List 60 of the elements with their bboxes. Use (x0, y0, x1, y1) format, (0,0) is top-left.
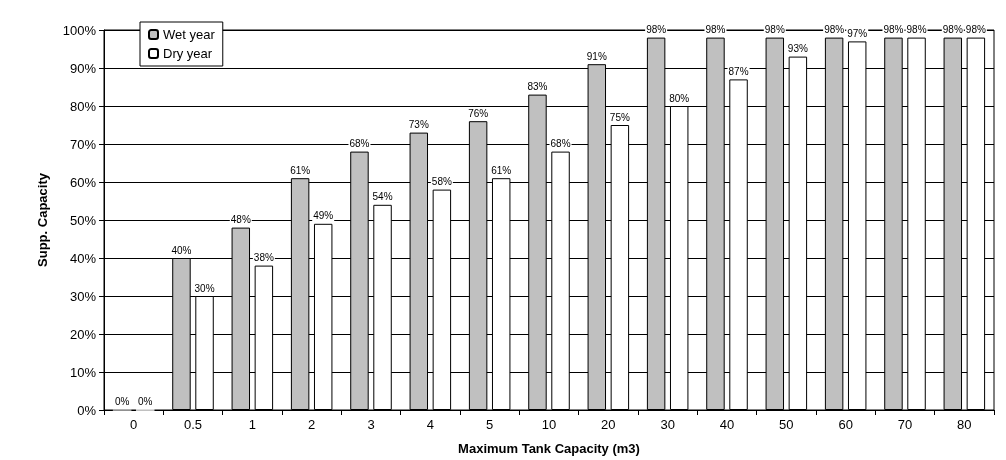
y-tick-label: 90% (69, 60, 97, 76)
data-label: 0% (137, 396, 153, 407)
data-label: 98% (965, 24, 986, 36)
data-label: 93% (787, 43, 808, 55)
data-label: 80% (669, 92, 690, 104)
y-tick-label: 100% (62, 22, 97, 38)
y-tick-label: 70% (69, 136, 97, 152)
x-tick-label: 1 (248, 417, 256, 432)
data-label: 91% (586, 50, 607, 62)
data-label: 40% (171, 244, 192, 256)
data-label: 98% (942, 24, 963, 36)
data-label: 83% (527, 81, 548, 93)
y-tick-label: 40% (69, 250, 97, 266)
x-tick-label: 80 (957, 417, 972, 432)
data-label: 49% (313, 210, 334, 222)
x-tick-label: 10 (541, 417, 557, 432)
legend-label: Dry year (163, 46, 213, 61)
x-tick-label: 20 (601, 417, 616, 432)
data-label: 54% (372, 191, 393, 203)
y-tick-label: 20% (69, 326, 97, 342)
x-tick-label: 4 (426, 417, 434, 432)
data-label: 98% (824, 24, 845, 36)
data-label: 38% (253, 252, 274, 264)
y-tick-label: 50% (69, 212, 97, 228)
data-label: 98% (883, 24, 904, 36)
legend-label: Wet year (163, 27, 216, 42)
x-tick-label: 50 (779, 417, 794, 432)
data-label: 68% (550, 138, 571, 150)
data-label: 68% (349, 138, 370, 150)
x-axis-title: Maximum Tank Capacity (m3) (458, 441, 640, 456)
data-label: 76% (468, 107, 489, 119)
y-tick-label: 0% (77, 402, 97, 418)
data-label: 98% (705, 24, 726, 36)
x-tick-label: 70 (897, 417, 913, 432)
data-label: 58% (431, 176, 452, 188)
y-tick-label: 30% (69, 288, 97, 304)
data-label: 61% (491, 164, 512, 176)
x-tick-label: 3 (367, 417, 375, 432)
y-tick-label: 10% (69, 364, 97, 380)
y-axis-title: Supp. Capacity (35, 172, 50, 267)
x-tick-label: 2 (308, 417, 316, 432)
data-label: 98% (764, 24, 785, 36)
data-label: 97% (847, 27, 868, 39)
data-label: 30% (194, 282, 215, 294)
data-label: 98% (906, 24, 927, 36)
data-label: 0% (114, 396, 130, 407)
data-label: 61% (290, 164, 311, 176)
x-tick-label: 60 (838, 417, 853, 432)
data-label: 48% (230, 214, 251, 226)
data-label: 73% (408, 119, 429, 131)
data-label: 75% (609, 111, 630, 123)
x-tick-label: 0.5 (183, 417, 203, 432)
x-tick-label: 0 (130, 417, 138, 432)
y-tick-label: 60% (69, 174, 97, 190)
data-label: 98% (646, 24, 667, 36)
x-tick-label: 30 (660, 417, 675, 432)
x-tick-label: 40 (719, 417, 735, 432)
x-tick-label: 5 (486, 417, 494, 432)
y-tick-label: 80% (69, 98, 97, 114)
data-label: 87% (728, 65, 749, 77)
